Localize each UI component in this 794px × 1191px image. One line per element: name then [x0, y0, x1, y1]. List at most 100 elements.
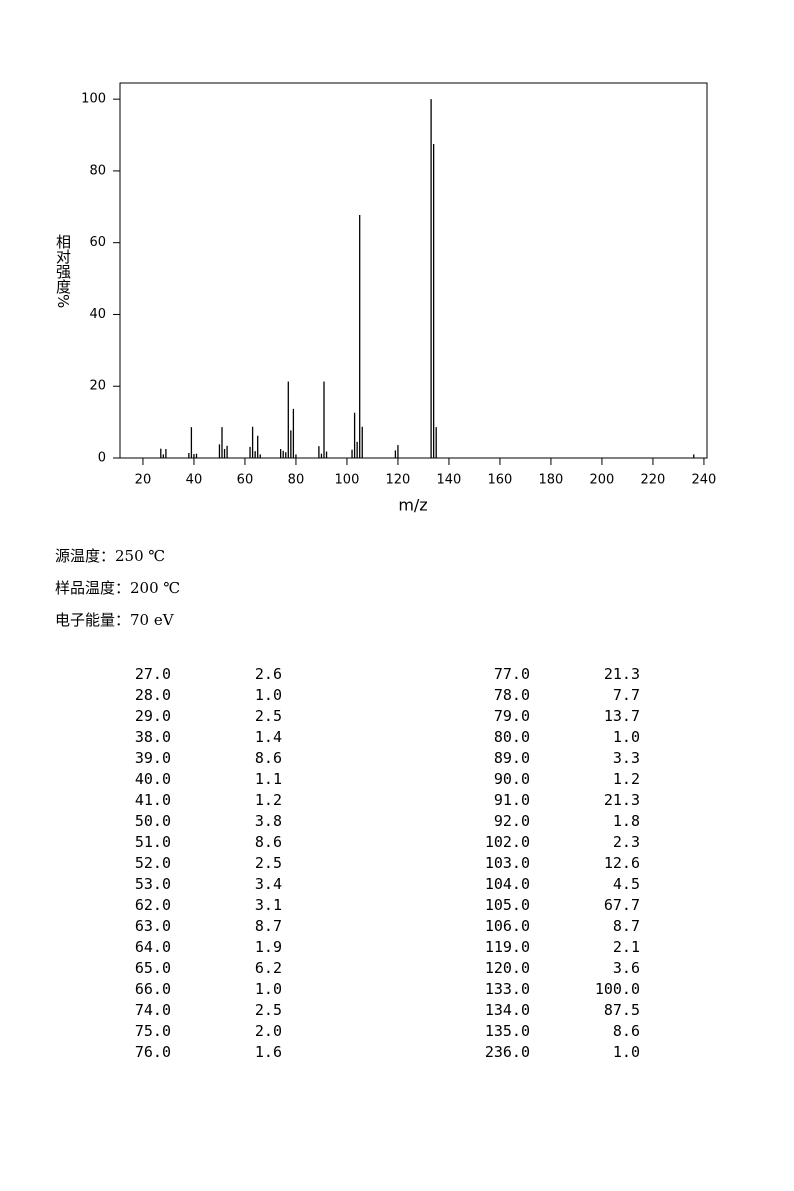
- table-cell: 8.6: [612, 1022, 640, 1040]
- table-cell: 1.0: [254, 980, 282, 998]
- table-cell: 76.0: [134, 1043, 171, 1061]
- table-cell: 1.9: [254, 938, 282, 956]
- table-cell: 119.0: [484, 938, 530, 956]
- table-cell: 6.2: [254, 959, 282, 977]
- table-cell: 39.0: [134, 749, 171, 767]
- table-cell: 78.0: [493, 686, 530, 704]
- table-cell: 1.1: [254, 770, 282, 788]
- table-cell: 40.0: [134, 770, 171, 788]
- chart: m/z 0 20 40 60 80 100 20 40 60 80 100 120 140 160 180 2…: [81, 82, 717, 515]
- y-tick-label: 20: [89, 379, 106, 394]
- table-cell: 77.0: [493, 665, 530, 683]
- table-cell: 80.0: [493, 728, 530, 746]
- table-cell: 2.3: [612, 833, 640, 851]
- x-tick-label: 40: [186, 473, 203, 488]
- x-tick-label: 120: [386, 473, 411, 488]
- table-cell: 100.0: [594, 980, 640, 998]
- table-cell: 74.0: [134, 1001, 171, 1019]
- y-tick-label: 100: [81, 92, 106, 107]
- table-cell: 103.0: [484, 854, 530, 872]
- table-cell: 3.4: [254, 875, 282, 893]
- table-cell: 3.3: [612, 749, 640, 767]
- x-tick-label: 20: [135, 473, 152, 488]
- table-cell: 21.3: [603, 665, 640, 683]
- table-cell: 50.0: [134, 812, 171, 830]
- table-cell: 29.0: [134, 707, 171, 725]
- table-cell: 133.0: [484, 980, 530, 998]
- table-cell: 3.8: [254, 812, 282, 830]
- table-cell: 104.0: [484, 875, 530, 893]
- table-cell: 134.0: [484, 1001, 530, 1019]
- table-cell: 41.0: [134, 791, 171, 809]
- table-cell: 3.1: [254, 896, 282, 914]
- table-cell: 65.0: [134, 959, 171, 977]
- condition: 源温度：250 ℃: [55, 547, 166, 565]
- table-cell: 28.0: [134, 686, 171, 704]
- x-tick-label: 220: [641, 473, 666, 488]
- table-cell: 102.0: [484, 833, 530, 851]
- table-cell: 91.0: [493, 791, 530, 809]
- table-cell: 2.5: [254, 707, 282, 725]
- x-axis-label: m/z: [398, 496, 427, 515]
- y-tick-label: 80: [89, 163, 106, 178]
- table-cell: 92.0: [493, 812, 530, 830]
- table-cell: 53.0: [134, 875, 171, 893]
- table-cell: 1.2: [254, 791, 282, 809]
- table-cell: 21.3: [603, 791, 640, 809]
- table-cell: 13.7: [603, 707, 640, 725]
- table-cell: 8.6: [254, 749, 282, 767]
- table-cell: 236.0: [484, 1043, 530, 1061]
- y-tick-label: 0: [98, 451, 106, 466]
- table-cell: 87.5: [603, 1001, 640, 1019]
- table-cell: 27.0: [134, 665, 171, 683]
- table-cell: 79.0: [493, 707, 530, 725]
- table-cell: 3.6: [612, 959, 640, 977]
- table-cell: 89.0: [493, 749, 530, 767]
- table-cell: 52.0: [134, 854, 171, 872]
- y-axis-label: 相对强度%: [54, 234, 72, 309]
- table-cell: 62.0: [134, 896, 171, 914]
- table-cell: 1.0: [254, 686, 282, 704]
- table-cell: 1.0: [612, 728, 640, 746]
- table-cell: 8.7: [612, 917, 640, 935]
- table-cell: 2.5: [254, 1001, 282, 1019]
- table-cell: 51.0: [134, 833, 171, 851]
- y-tick-label: 40: [89, 307, 106, 322]
- plot-frame: [119, 82, 708, 459]
- condition: 电子能量：70 eV: [55, 611, 174, 629]
- table-cell: 1.0: [612, 1043, 640, 1061]
- x-tick-label: 240: [692, 473, 717, 488]
- x-tick-label: 100: [335, 473, 360, 488]
- x-tick-label: 140: [437, 473, 462, 488]
- condition: 样品温度：200 ℃: [55, 579, 181, 597]
- table-cell: 120.0: [484, 959, 530, 977]
- x-tick-label: 200: [590, 473, 615, 488]
- table-cell: 67.7: [603, 896, 640, 914]
- table-cell: 12.6: [603, 854, 640, 872]
- table-cell: 2.0: [254, 1022, 282, 1040]
- table-cell: 2.6: [254, 665, 282, 683]
- y-tick-label: 60: [89, 235, 106, 250]
- table-cell: 2.5: [254, 854, 282, 872]
- table-cell: 8.7: [254, 917, 282, 935]
- table-cell: 1.4: [254, 728, 282, 746]
- table-cell: 4.5: [612, 875, 640, 893]
- table-cell: 1.2: [612, 770, 640, 788]
- table-cell: 106.0: [484, 917, 530, 935]
- x-tick-label: 160: [488, 473, 513, 488]
- table-cell: 105.0: [484, 896, 530, 914]
- x-tick-label: 60: [237, 473, 254, 488]
- table-cell: 63.0: [134, 917, 171, 935]
- x-tick-label: 80: [288, 473, 305, 488]
- table-cell: 38.0: [134, 728, 171, 746]
- table-cell: 64.0: [134, 938, 171, 956]
- table-cell: 135.0: [484, 1022, 530, 1040]
- table-cell: 8.6: [254, 833, 282, 851]
- table-cell: 2.1: [612, 938, 640, 956]
- table-cell: 1.6: [254, 1043, 282, 1061]
- table-cell: 66.0: [134, 980, 171, 998]
- table-cell: 75.0: [134, 1022, 171, 1040]
- table-cell: 1.8: [612, 812, 640, 830]
- table-cell: 7.7: [612, 686, 640, 704]
